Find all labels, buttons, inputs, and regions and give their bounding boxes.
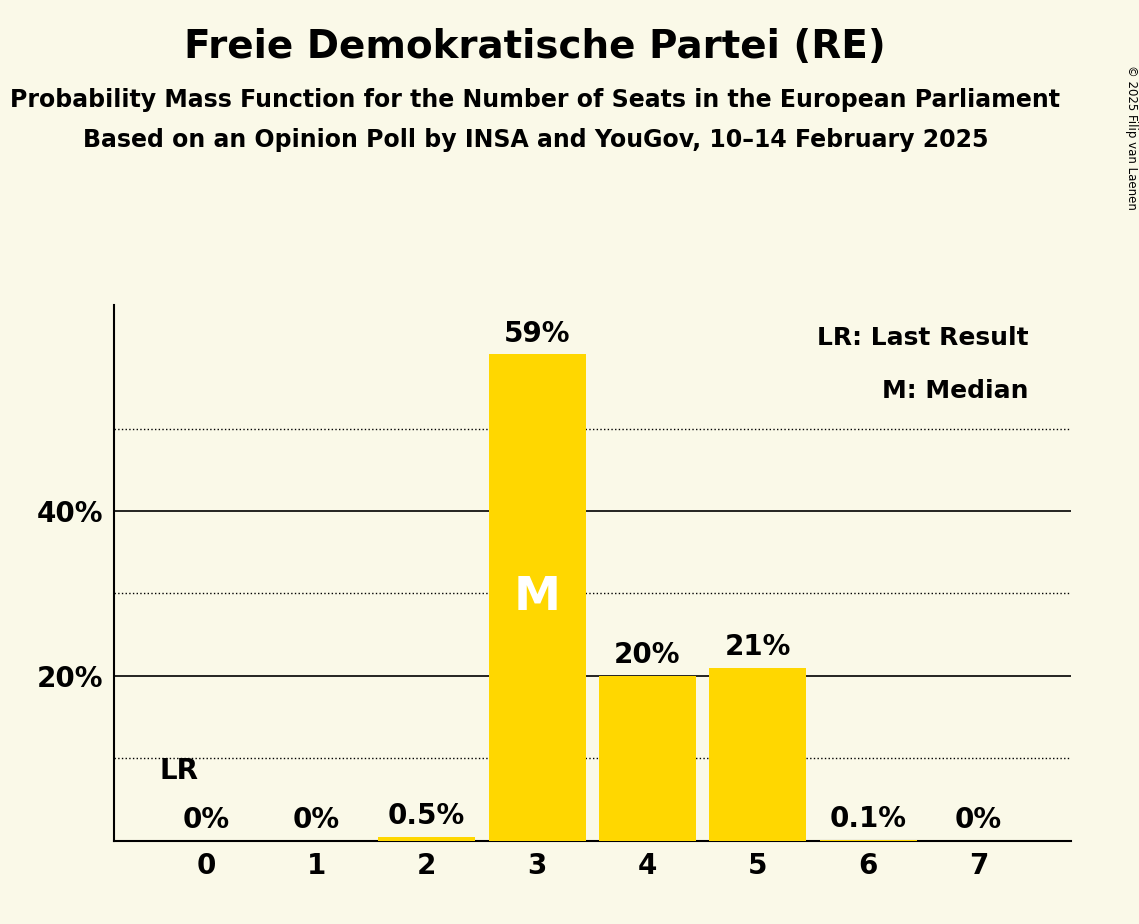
Text: 0.5%: 0.5%: [388, 802, 466, 830]
Text: 0%: 0%: [182, 807, 230, 834]
Text: Freie Demokratische Partei (RE): Freie Demokratische Partei (RE): [185, 28, 886, 66]
Text: 0.1%: 0.1%: [829, 806, 907, 833]
Text: 21%: 21%: [724, 633, 790, 661]
Text: M: Median: M: Median: [882, 379, 1029, 403]
Text: LR: LR: [159, 757, 198, 784]
Bar: [710, 668, 806, 841]
Text: 0%: 0%: [293, 807, 339, 834]
Bar: [489, 355, 585, 841]
Text: Based on an Opinion Poll by INSA and YouGov, 10–14 February 2025: Based on an Opinion Poll by INSA and You…: [83, 128, 988, 152]
Text: 20%: 20%: [614, 641, 681, 669]
Bar: [599, 676, 696, 841]
Text: 0%: 0%: [954, 807, 1002, 834]
Text: LR: Last Result: LR: Last Result: [817, 325, 1029, 349]
Text: M: M: [514, 575, 560, 620]
Text: © 2025 Filip van Laenen: © 2025 Filip van Laenen: [1124, 65, 1138, 210]
Text: 59%: 59%: [503, 320, 571, 347]
Bar: [378, 837, 475, 841]
Text: Probability Mass Function for the Number of Seats in the European Parliament: Probability Mass Function for the Number…: [10, 88, 1060, 112]
